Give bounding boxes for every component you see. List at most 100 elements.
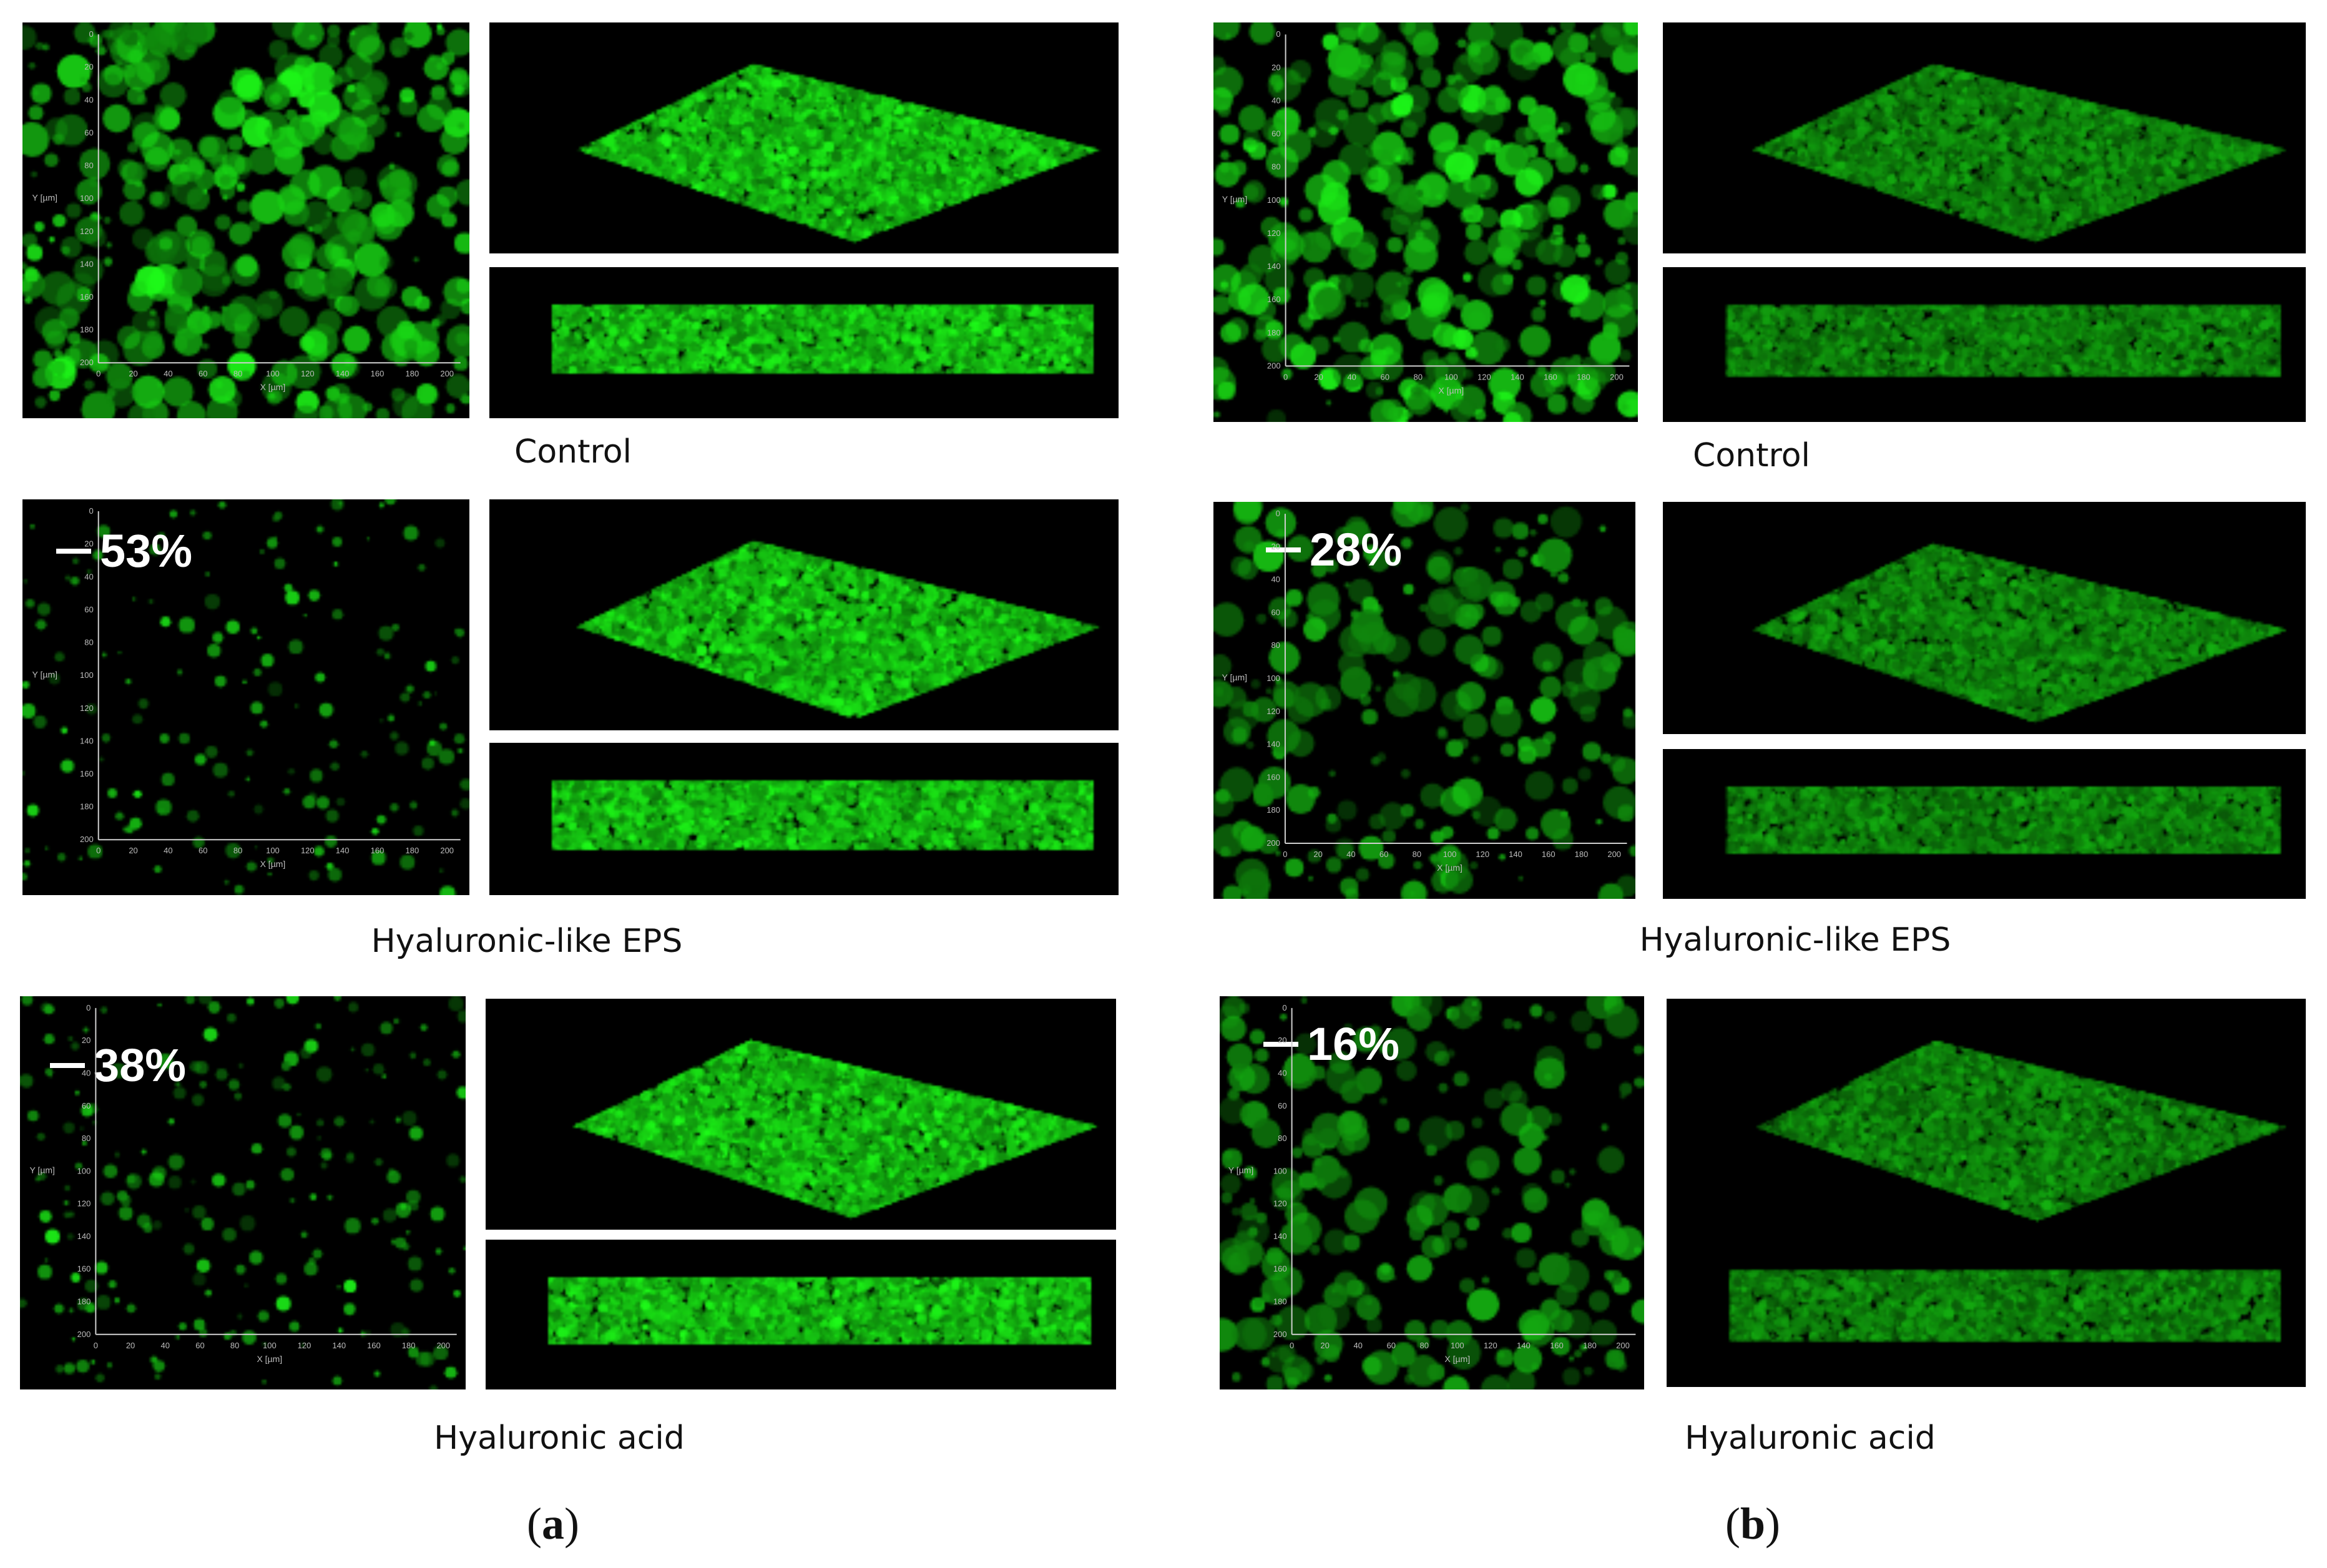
x-tick-label: 0 [94,1341,98,1350]
y-tick-label: 60 [1271,607,1280,617]
y-axis-label: Y [µm] [1222,194,1247,204]
x-tick-label: 0 [1283,372,1288,381]
y-tick-label: 180 [80,802,94,811]
y-tick-label: 40 [1271,96,1280,105]
y-tick-label: 100 [1266,674,1280,683]
x-tick-label: 80 [233,846,242,855]
y-tick-label: 60 [84,605,93,614]
x-tick-label: 120 [298,1341,311,1350]
x-tick-label: 180 [402,1341,416,1350]
y-tick-label: 120 [1266,707,1280,716]
x-tick-label: 160 [1542,850,1555,859]
y-tick-label: 40 [1271,575,1280,584]
x-tick-label: 40 [1347,372,1356,381]
x-tick-label: 20 [1314,372,1323,381]
y-tick-label: 0 [1276,29,1280,39]
y-tick-label: 160 [1273,1264,1287,1273]
y-tick-label: 120 [1273,1199,1287,1208]
y-tick-label: 0 [1276,509,1280,518]
x-axis-label: X [µm] [1444,1354,1470,1364]
micrograph-b-control-side [1663,267,2306,422]
y-tick-label: 140 [1273,1232,1287,1241]
y-tick-label: 140 [80,736,94,745]
y-tick-label: 160 [77,1264,91,1273]
micrograph-a-ha-side [486,1240,1116,1389]
y-tick-label: 40 [82,1068,91,1077]
x-tick-label: 0 [1290,1341,1294,1350]
micrograph-b-control-3d [1663,22,2306,253]
micrograph-a-eps-side [489,743,1119,895]
y-tick-label: 0 [86,1003,91,1012]
y-tick-label: 40 [84,95,93,104]
micrograph-a-control-3d [489,22,1119,253]
x-tick-label: 140 [336,369,350,378]
x-tick-label: 100 [266,369,280,378]
micrograph-b-eps-3d [1663,502,2306,734]
y-tick-label: 20 [1278,1036,1286,1045]
reduction-a-ha: 38% [50,1039,186,1092]
y-axis-label: Y [µm] [1222,672,1247,682]
y-tick-label: 140 [80,259,94,268]
y-tick-label: 100 [1267,195,1281,205]
y-tick-label: 120 [80,703,94,713]
x-tick-label: 120 [301,369,315,378]
panel-label-b: (b) [1725,1499,1781,1549]
x-tick-label: 200 [440,846,454,855]
y-tick-label: 0 [89,29,93,39]
y-tick-label: 160 [80,292,94,301]
caption-a-control: Control [514,433,632,471]
reduction-a-eps: 53% [56,524,192,577]
x-tick-label: 20 [1320,1341,1329,1350]
reduction-b-eps: 28% [1266,523,1402,576]
y-tick-label: 20 [82,1036,91,1045]
y-tick-label: 140 [77,1232,91,1241]
x-tick-label: 80 [233,369,242,378]
y-tick-label: 80 [1271,162,1280,172]
x-tick-label: 120 [1476,850,1489,859]
x-tick-label: 80 [1420,1341,1429,1350]
y-tick-label: 200 [1267,361,1281,370]
x-tick-label: 180 [1575,850,1589,859]
y-axis-label: Y [µm] [1228,1165,1253,1175]
y-tick-label: 120 [80,227,94,236]
y-tick-label: 20 [84,62,93,72]
y-tick-label: 100 [77,1166,91,1175]
y-axis-label: Y [µm] [32,669,57,679]
x-axis-label: X [µm] [1438,385,1464,395]
y-tick-label: 60 [1271,129,1280,139]
y-tick-label: 200 [80,358,94,367]
y-tick-label: 20 [1271,542,1280,551]
y-tick-label: 80 [82,1134,91,1143]
caption-b-ha: Hyaluronic acid [1685,1419,1936,1457]
x-tick-label: 120 [1477,372,1491,381]
x-axis-label: X [µm] [257,1354,282,1364]
y-tick-label: 20 [1271,62,1280,72]
y-tick-label: 140 [1266,740,1280,749]
x-tick-label: 60 [198,369,207,378]
y-tick-label: 80 [1271,640,1280,650]
x-tick-label: 40 [164,369,172,378]
x-axis-label: X [µm] [260,382,286,392]
x-tick-label: 80 [1414,372,1423,381]
x-tick-label: 120 [301,846,315,855]
y-tick-label: 100 [1273,1166,1287,1175]
caption-a-ha: Hyaluronic acid [434,1419,685,1457]
caption-b-eps: Hyaluronic-like EPS [1639,921,1951,959]
x-axis-label: X [µm] [260,859,286,869]
x-tick-label: 40 [164,846,172,855]
x-tick-label: 200 [436,1341,450,1350]
micrograph-b-control-top [1213,22,1638,422]
x-tick-label: 180 [406,369,419,378]
caption-a-eps: Hyaluronic-like EPS [371,923,683,960]
x-tick-label: 180 [1577,372,1590,381]
x-tick-label: 160 [1550,1341,1564,1350]
micrograph-a-eps-3d [489,499,1119,730]
x-tick-label: 20 [126,1341,135,1350]
micrograph-a-control-side [489,267,1119,418]
x-tick-label: 0 [96,369,100,378]
y-axis-label: Y [µm] [29,1165,54,1175]
y-tick-label: 0 [89,506,93,516]
x-tick-label: 140 [1509,850,1522,859]
x-tick-label: 60 [195,1341,204,1350]
